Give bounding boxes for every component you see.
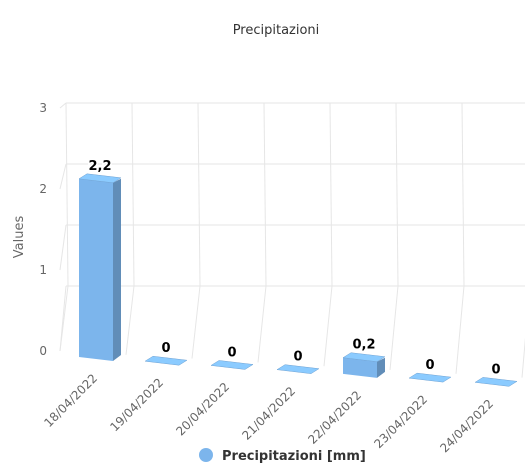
x-tick-label: 22/04/2022 — [305, 388, 364, 447]
x-axis-ticks: 18/04/2022 19/04/2022 20/04/2022 21/04/2022… — [41, 371, 496, 455]
x-tick-label: 20/04/2022 — [173, 380, 232, 439]
bar-top — [210, 360, 254, 370]
grid-line-x — [395, 102, 399, 287]
grid-line-floor — [455, 285, 465, 374]
grid-line-floor — [521, 337, 525, 378]
grid-line-floor — [389, 285, 399, 371]
grid-line-floor — [59, 285, 69, 352]
data-label: 0 — [161, 341, 170, 356]
data-label: 0 — [491, 362, 500, 377]
bar-top — [408, 372, 452, 383]
bar-side — [377, 357, 385, 378]
bar[interactable] — [276, 364, 320, 374]
bar[interactable] — [144, 355, 188, 366]
bar-front — [79, 178, 113, 361]
bars — [78, 173, 518, 387]
legend[interactable]: Precipitazioni [mm] — [199, 448, 366, 464]
grid-line-floor — [323, 285, 333, 367]
grid-line-x — [131, 102, 135, 287]
y-axis-title: Values — [12, 216, 27, 259]
data-label: 0,2 — [352, 338, 375, 353]
grid-line-floor — [191, 285, 201, 359]
bar-top — [276, 364, 320, 374]
bar-front — [343, 357, 377, 378]
chart-title: Precipitazioni — [233, 23, 320, 38]
bar-top — [474, 377, 518, 387]
bar-top — [144, 355, 188, 366]
grid — [59, 102, 525, 378]
grid-line-x — [197, 102, 201, 287]
grid-line-floor — [125, 285, 135, 355]
grid-line-x — [65, 102, 69, 287]
bar-top — [342, 352, 386, 362]
legend-marker — [199, 448, 213, 462]
y-tick-label: 2 — [39, 182, 47, 196]
x-tick-label: 18/04/2022 — [41, 371, 100, 430]
x-tick-label: 23/04/2022 — [371, 392, 430, 451]
bar-top — [78, 173, 122, 184]
y-tick-label: 1 — [39, 263, 47, 277]
grid-line-side — [59, 163, 67, 190]
data-labels: 2,2 0 0 0 0,2 0 0 — [87, 157, 502, 379]
bar-side — [113, 178, 121, 361]
grid-line-side — [59, 224, 67, 271]
legend-label[interactable]: Precipitazioni [mm] — [222, 449, 366, 464]
data-label: 0 — [293, 350, 302, 365]
data-label: 2,2 — [88, 159, 111, 174]
bar[interactable] — [342, 352, 386, 378]
x-tick-label: 19/04/2022 — [107, 375, 166, 434]
grid-line-x — [461, 102, 465, 287]
x-tick-label: 24/04/2022 — [437, 397, 496, 456]
grid-line-x — [329, 102, 333, 287]
y-tick-label: 3 — [39, 101, 47, 115]
bar[interactable] — [78, 173, 122, 361]
bar[interactable] — [474, 377, 518, 387]
grid-line-floor — [257, 285, 267, 363]
bar[interactable] — [210, 360, 254, 370]
y-axis-ticks: 0 1 2 3 — [39, 101, 47, 358]
x-tick-label: 21/04/2022 — [239, 384, 298, 443]
grid-line-side — [59, 102, 67, 109]
bar[interactable] — [408, 372, 452, 383]
grid-line-x — [263, 102, 267, 287]
y-tick-label: 0 — [39, 344, 47, 358]
data-label: 0 — [425, 358, 434, 373]
data-label: 0 — [227, 345, 236, 360]
